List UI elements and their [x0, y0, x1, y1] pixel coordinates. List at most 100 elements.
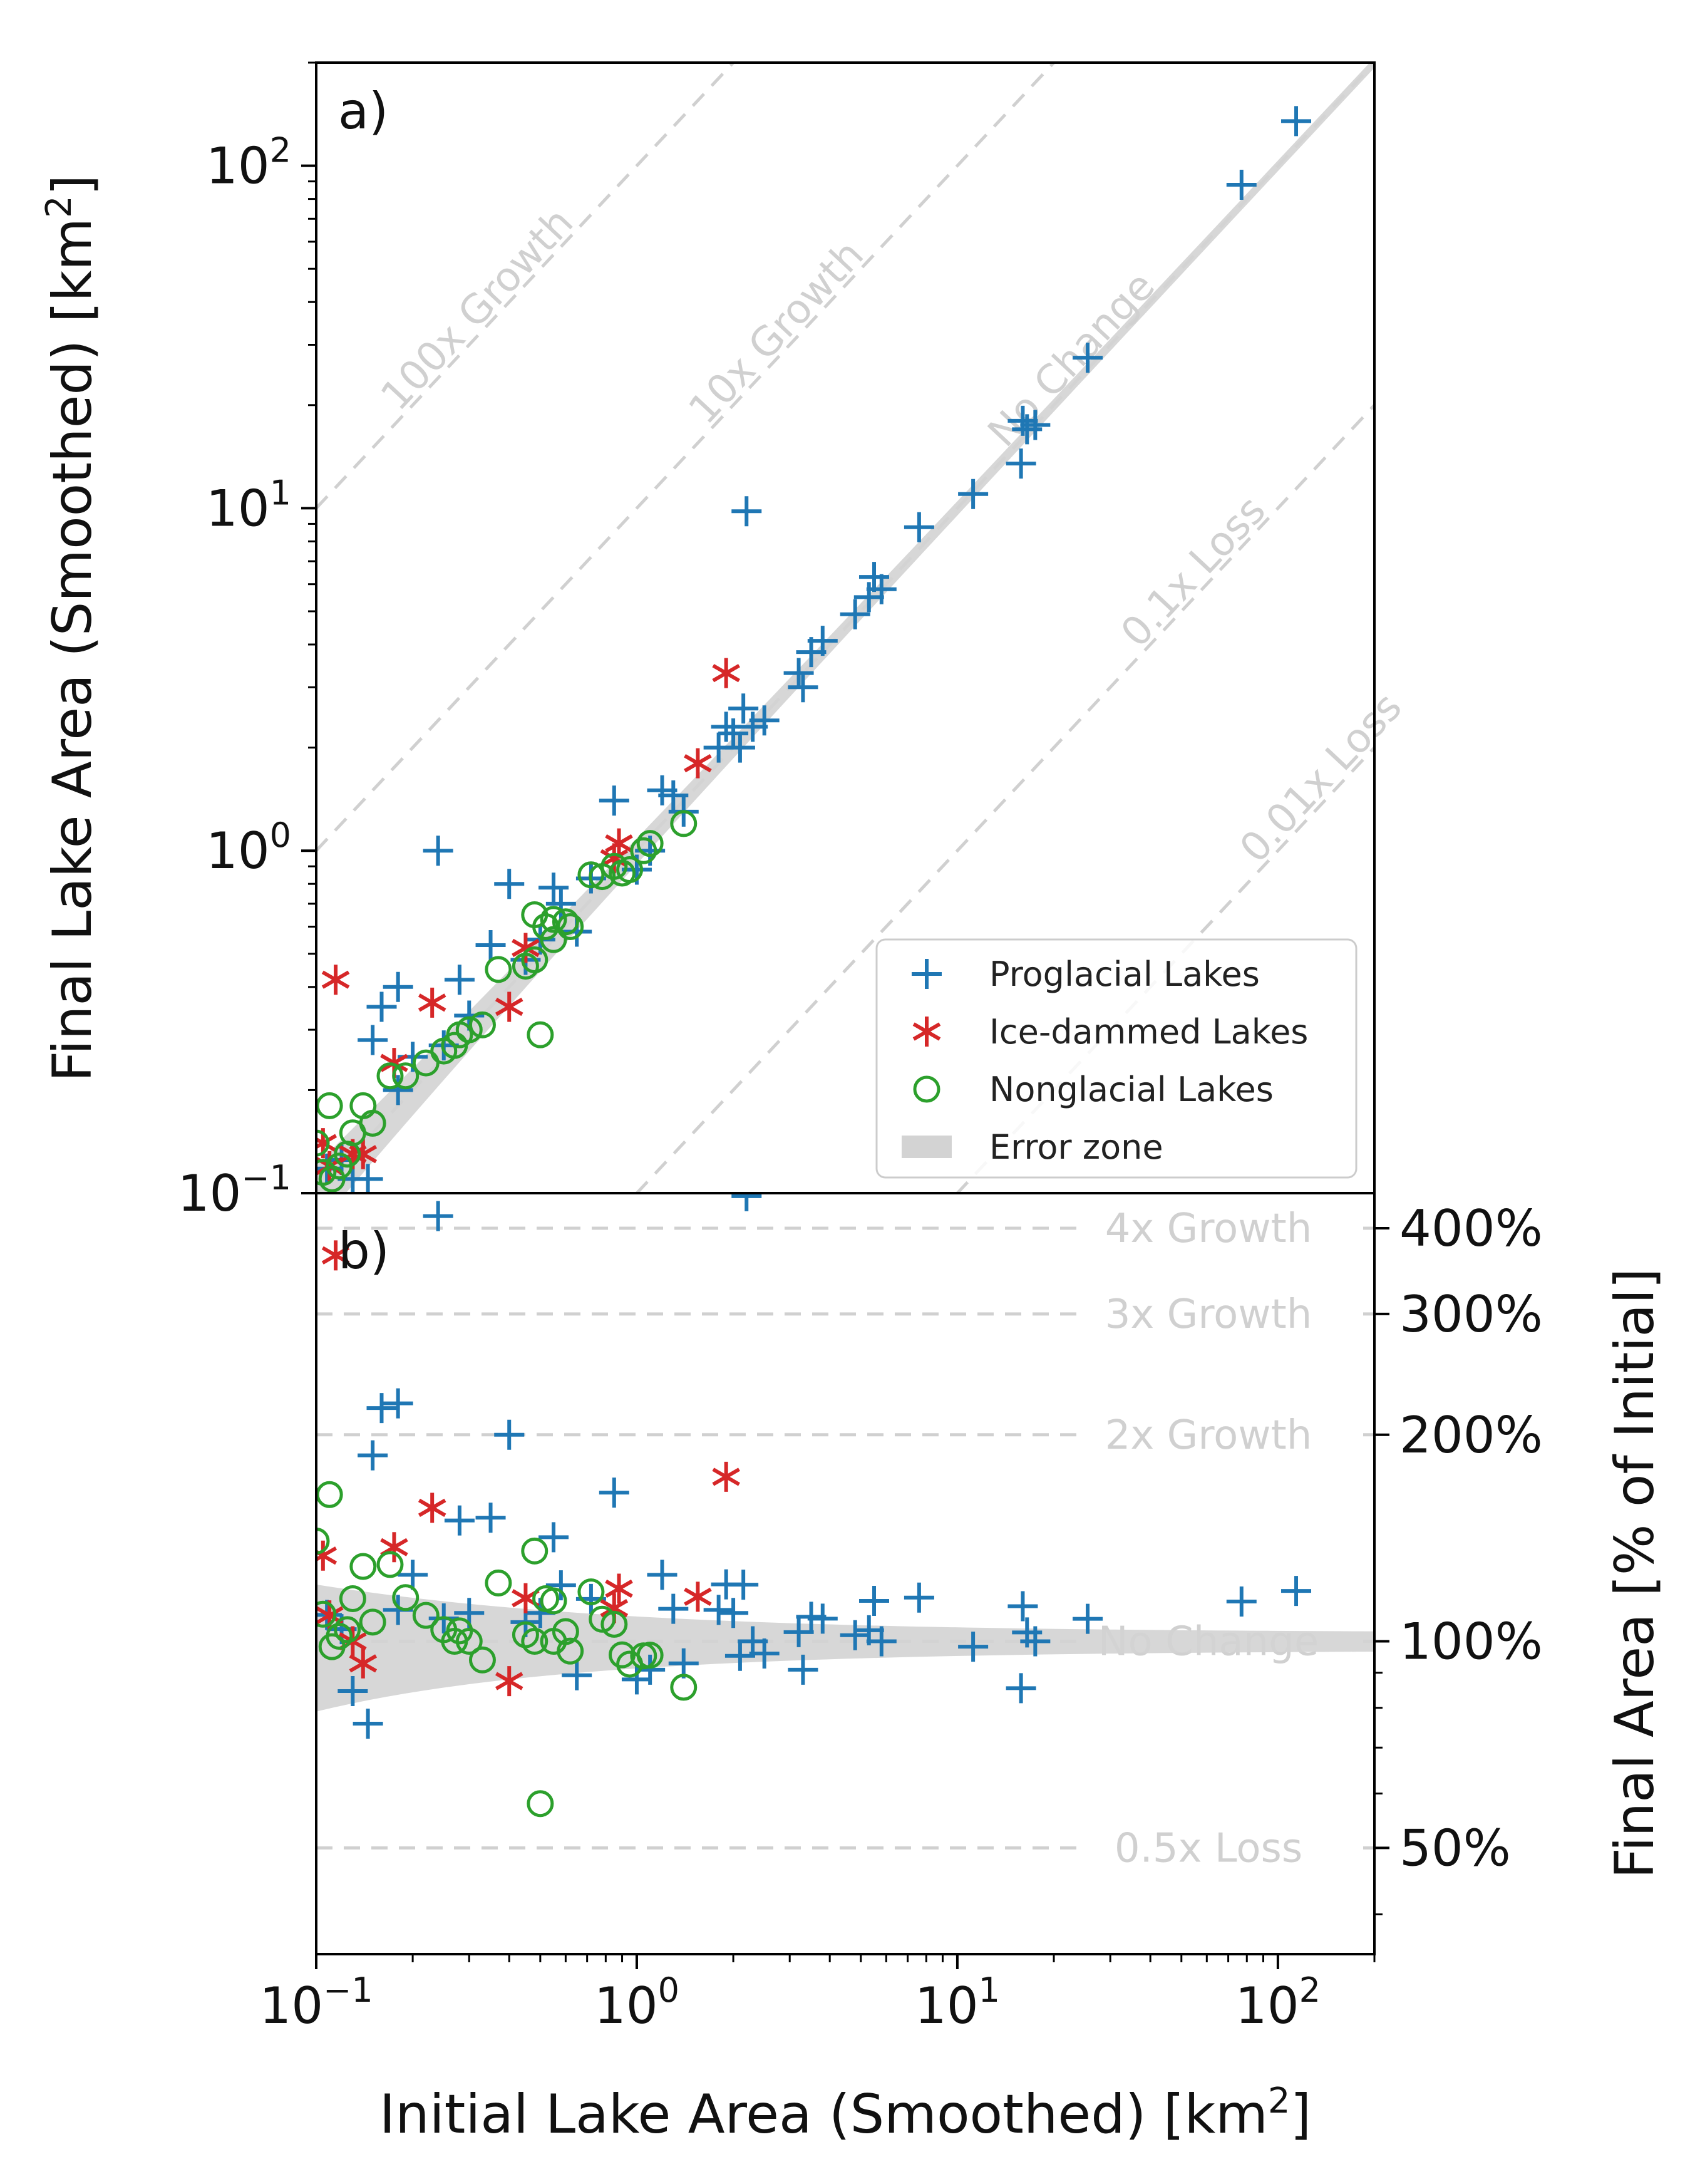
nonglacial-point-b-20	[527, 1790, 554, 1818]
b-reference-label-1: 3x Growth	[1105, 1291, 1312, 1338]
proglacial-point-b-13	[475, 1503, 506, 1533]
reference-line-1	[316, 63, 1056, 852]
nonglacial-point-a-20	[527, 1021, 554, 1048]
reference-line-3	[634, 404, 1374, 1193]
b-reference-label-0: 4x Growth	[1105, 1206, 1312, 1252]
proglacial-point-a-45	[1006, 448, 1036, 479]
x-tick-label-2: 101	[915, 1970, 1000, 2035]
proglacial-point-a-35	[783, 658, 814, 688]
nonglacial-point-b-25	[577, 1578, 605, 1606]
proglacial-point-b-3	[353, 1708, 383, 1739]
proglacial-point-a-14	[494, 869, 525, 899]
legend-swatch-proglacial	[912, 959, 942, 989]
ice_dammed-point-a-11	[684, 748, 712, 779]
proglacial-point-a-28	[711, 712, 741, 742]
proglacial-point-b-21	[599, 1478, 629, 1508]
proglacial-point-b-18	[545, 1570, 576, 1601]
nonglacial-point-b-0	[316, 1527, 330, 1555]
ice_dammed-point-b-4	[349, 1648, 378, 1679]
x-tick-label-0: 10−1	[259, 1970, 373, 2035]
proglacial-point-b-39	[840, 1620, 870, 1650]
proglacial-point-b-31	[728, 1570, 759, 1600]
x-tick-label-1: 100	[594, 1970, 679, 2035]
proglacial-point-b-50	[1226, 1586, 1257, 1617]
proglacial-point-a-9	[423, 836, 453, 866]
proglacial-point-b-11	[444, 1505, 475, 1536]
panel-a-label: a)	[338, 82, 388, 140]
b-error-zone-band	[316, 1584, 1374, 1712]
nonglacial-point-b-32	[670, 1674, 698, 1701]
proglacial-point-a-18	[545, 888, 576, 919]
nonglacial-point-b-26	[589, 1605, 616, 1633]
nonglacial-point-b-27	[600, 1610, 628, 1638]
ice_dammed-point-a-4	[349, 1139, 378, 1169]
proglacial-point-b-45	[1006, 1673, 1036, 1704]
ice_dammed-point-a-8	[512, 933, 540, 963]
b-reference-label-bg-1	[1077, 1288, 1352, 1339]
nonglacial-point-a-19	[521, 946, 549, 973]
nonglacial-point-b-16	[468, 1646, 496, 1674]
nonglacial-point-b-31	[636, 1642, 664, 1669]
proglacial-point-a-6	[383, 971, 413, 1002]
reference-label-2: No Change	[979, 263, 1164, 456]
ice_dammed-point-a-6	[418, 987, 446, 1018]
a-y-tick-label-3: 102	[206, 131, 291, 195]
nonglacial-point-b-5	[334, 1616, 361, 1643]
nonglacial-point-a-25	[577, 861, 605, 889]
proglacial-point-b-41	[858, 1585, 889, 1616]
proglacial-point-b-43	[904, 1582, 934, 1613]
proglacial-point-b-24	[647, 1560, 677, 1590]
b-y-tick-label-3: 300%	[1399, 1285, 1543, 1343]
x-tick-label-3: 102	[1235, 1970, 1321, 2035]
nonglacial-point-a-9	[376, 1062, 404, 1090]
a-y-tick-label-1: 100	[206, 815, 291, 880]
nonglacial-point-a-32	[670, 810, 698, 837]
nonglacial-point-b-6	[339, 1585, 366, 1612]
proglacial-point-b-30	[724, 1640, 755, 1671]
nonglacial-point-b-22	[540, 1587, 567, 1615]
proglacial-point-b-19	[562, 1660, 592, 1690]
proglacial-point-b-27	[703, 1595, 734, 1625]
proglacial-point-a-31	[728, 693, 759, 724]
ice_dammed-point-a-12	[712, 658, 740, 688]
nonglacial-point-a-30	[630, 837, 657, 864]
legend-label-nonglacial: Nonglacial Lakes	[989, 1070, 1274, 1109]
proglacial-point-a-41	[858, 562, 889, 593]
proglacial-point-b-42	[866, 1626, 897, 1657]
proglacial-point-b-29	[718, 1598, 749, 1628]
b-reference-label-4: 0.5x Loss	[1115, 1825, 1302, 1871]
a-y-tick-label-0: 10−1	[178, 1158, 291, 1223]
proglacial-point-a-13	[475, 929, 506, 960]
legend-label-proglacial: Proglacial Lakes	[989, 955, 1260, 994]
legend-swatch-nonglacial	[913, 1075, 940, 1103]
reference-label-1: 10x Growth	[680, 232, 873, 433]
proglacial-point-b-14	[494, 1419, 525, 1450]
nonglacial-point-b-8	[359, 1608, 386, 1636]
proglacial-point-b-25	[658, 1593, 689, 1624]
proglacial-point-b-4	[358, 1440, 388, 1471]
panel-b-points	[316, 1193, 1312, 1818]
nonglacial-point-a-27	[600, 852, 628, 880]
b-y-tick-label-2: 200%	[1399, 1406, 1543, 1464]
ice_dammed-point-a-7	[495, 991, 523, 1022]
reference-label-3: 0.1x Loss	[1112, 487, 1274, 656]
nonglacial-point-b-17	[485, 1569, 512, 1597]
panel-a-y-axis-label: Final Lake Area (Smoothed) [km2]	[39, 175, 104, 1082]
proglacial-point-b-35	[783, 1617, 814, 1647]
nonglacial-point-a-3	[318, 1165, 346, 1193]
proglacial-point-b-44	[958, 1632, 989, 1662]
panel-a-y-ticks: 10−1 100 101 102	[178, 61, 316, 1223]
nonglacial-point-b-7	[349, 1553, 377, 1580]
ice_dammed-point-b-11	[684, 1581, 712, 1612]
proglacial-point-a-43	[904, 512, 934, 542]
nonglacial-point-a-29	[616, 856, 644, 884]
legend-swatch-ice_dammed	[912, 1017, 941, 1047]
proglacial-point-a-44	[958, 479, 989, 509]
proglacial-point-a-39	[840, 599, 870, 629]
nonglacial-point-a-17	[485, 956, 512, 983]
legend-label-error_zone: Error zone	[989, 1127, 1163, 1167]
ice_dammed-point-b-6	[418, 1493, 446, 1523]
panel-b-y-axis-label: Final Area [% of Initial]	[1604, 1268, 1666, 1878]
proglacial-point-a-49	[1073, 343, 1103, 373]
